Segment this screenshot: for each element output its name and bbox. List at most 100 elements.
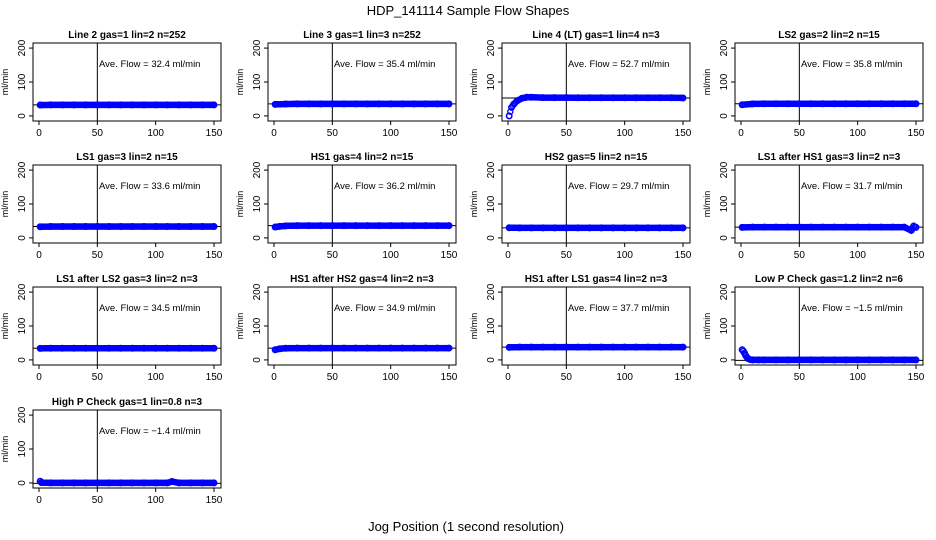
data-point (527, 224, 535, 232)
panel-2: Line 4 (LT) gas=1 lin=4 n=3 ml/min 0 100 200… (469, 30, 692, 139)
data-point (445, 222, 453, 230)
x-tick-label: 0 (738, 250, 744, 261)
data-point (795, 100, 803, 108)
data-point (516, 224, 524, 232)
data-point (152, 479, 160, 487)
data-points (271, 344, 453, 354)
data-point (293, 344, 301, 352)
data-point (398, 344, 406, 352)
y-tick-label: 100 (719, 195, 730, 212)
x-tick-label: 150 (675, 372, 692, 383)
average-flow-annotation: Ave. Flow = 29.7 ml/min (568, 181, 669, 192)
data-points (738, 222, 920, 234)
data-point (738, 101, 746, 109)
data-points (505, 343, 687, 351)
x-tick-label: 0 (505, 372, 511, 383)
data-point (819, 100, 827, 108)
data-point (433, 100, 441, 108)
data-point (117, 101, 125, 109)
data-point (328, 344, 336, 352)
data-point (632, 343, 640, 351)
y-tick-label: 100 (17, 317, 28, 334)
x-tick-label: 150 (908, 250, 925, 261)
x-tick-label: 100 (382, 372, 399, 383)
panel-11: Low P Check gas=1.2 lin=2 n=6 ml/min 0 100 2… (702, 274, 925, 383)
x-tick-label: 100 (382, 250, 399, 261)
data-point (889, 223, 897, 231)
data-points (505, 224, 687, 232)
data-point (363, 100, 371, 108)
data-point (36, 223, 44, 231)
y-tick-label: 0 (17, 113, 28, 119)
y-tick-label: 200 (17, 406, 28, 423)
data-point (539, 224, 547, 232)
plot-frame (501, 42, 691, 122)
x-tick-label: 150 (206, 128, 223, 139)
data-points (271, 222, 453, 231)
average-flow-annotation: Ave. Flow = −1.4 ml/min (99, 426, 201, 437)
data-point (282, 100, 290, 108)
y-tick-label: 0 (719, 113, 730, 119)
x-tick-label: 100 (147, 250, 164, 261)
data-point (293, 222, 301, 230)
data-point (293, 100, 301, 108)
plot-frame (267, 164, 457, 244)
data-point (644, 224, 652, 232)
data-point (574, 224, 582, 232)
data-point (47, 479, 55, 487)
y-axis-label: ml/min (0, 436, 10, 463)
data-point (340, 100, 348, 108)
y-tick-label: 0 (17, 357, 28, 363)
panel-12: High P Check gas=1 lin=0.8 n=3 ml/min 0 100… (0, 397, 223, 506)
data-point (422, 344, 430, 352)
data-point (527, 93, 535, 101)
data-point (784, 100, 792, 108)
y-tick-label: 200 (252, 161, 263, 178)
panel-5: HS1 gas=4 lin=2 n=15 ml/min 0 100 200 0 50 100 1… (235, 152, 458, 261)
data-point (387, 344, 395, 352)
y-axis-label: ml/min (702, 69, 712, 96)
data-point (363, 222, 371, 230)
x-tick-label: 50 (794, 372, 806, 383)
data-point (807, 356, 815, 364)
x-tick-label: 100 (147, 128, 164, 139)
data-point (609, 343, 617, 351)
y-tick-label: 100 (17, 195, 28, 212)
data-point (36, 477, 44, 485)
plot-frame (267, 286, 457, 366)
data-point (210, 479, 218, 487)
data-point (586, 224, 594, 232)
data-point (877, 100, 885, 108)
data-point (163, 344, 171, 352)
average-flow-annotation: Ave. Flow = 35.8 ml/min (801, 59, 902, 70)
data-point (679, 94, 687, 102)
data-point (340, 344, 348, 352)
data-point (632, 94, 640, 102)
y-axis-label: ml/min (235, 69, 245, 96)
data-point (340, 222, 348, 230)
panel-0: Line 2 gas=1 lin=2 n=252 ml/min 0 100 200 0 50… (0, 30, 223, 139)
data-point (795, 223, 803, 231)
average-flow-annotation: Ave. Flow = 35.4 ml/min (334, 59, 435, 70)
data-point (527, 343, 535, 351)
y-axis-label: ml/min (702, 191, 712, 218)
data-point (398, 100, 406, 108)
data-point (621, 94, 629, 102)
data-point (656, 343, 664, 351)
x-tick-label: 100 (616, 250, 633, 261)
y-tick-label: 100 (719, 73, 730, 90)
y-tick-label: 200 (252, 283, 263, 300)
data-point (807, 223, 815, 231)
data-point (842, 356, 850, 364)
panel-9: HS1 after HS2 gas=4 lin=2 n=3 ml/min 0 100 2… (235, 274, 458, 383)
data-point (865, 223, 873, 231)
x-tick-label: 0 (36, 372, 42, 383)
y-tick-label: 0 (486, 113, 497, 119)
plot-frame (32, 42, 222, 122)
data-point (819, 356, 827, 364)
data-point (70, 344, 78, 352)
data-point (375, 344, 383, 352)
data-point (210, 223, 218, 231)
data-point (621, 224, 629, 232)
x-tick-label: 150 (675, 128, 692, 139)
